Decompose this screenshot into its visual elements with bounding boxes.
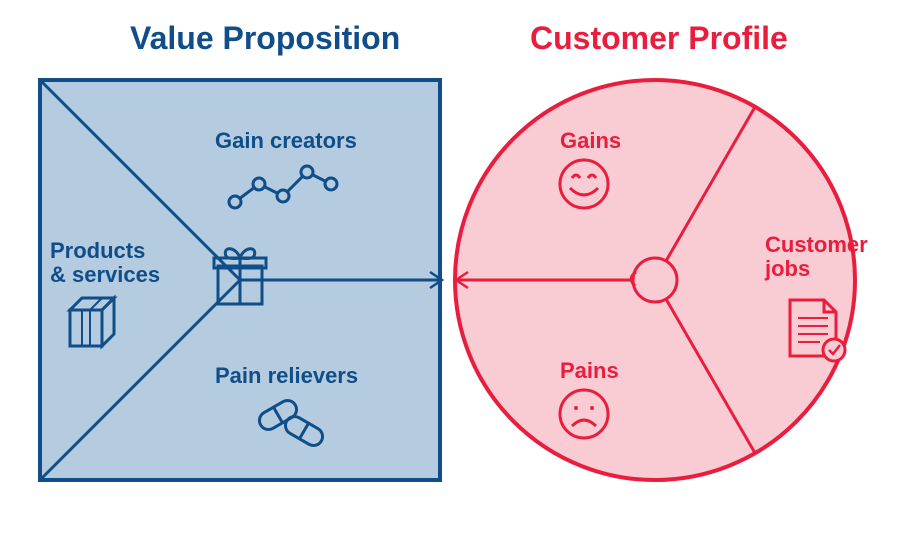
gain-creators-label: Gain creators xyxy=(215,128,357,153)
customer-head-icon xyxy=(631,258,677,302)
gains-label: Gains xyxy=(560,128,621,153)
products-services-label: Products & services xyxy=(50,238,160,287)
diagram-svg: Products & services Gain creators Pain r… xyxy=(0,0,900,549)
pains-label: Pains xyxy=(560,358,619,383)
pain-relievers-label: Pain relievers xyxy=(215,363,358,388)
